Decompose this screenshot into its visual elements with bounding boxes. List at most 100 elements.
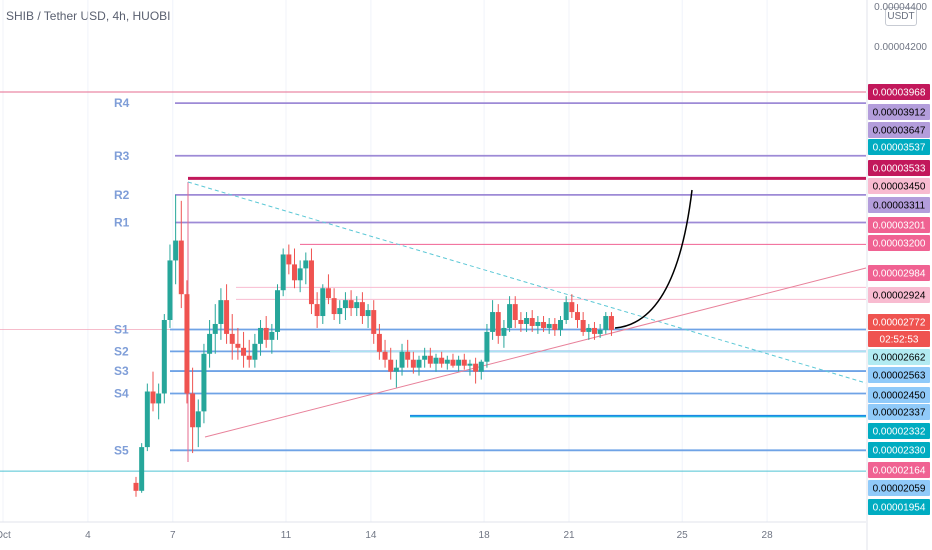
candle-body bbox=[150, 391, 156, 404]
price-tag-label: 0.00003533 bbox=[873, 164, 926, 175]
level-label-r2: R2 bbox=[114, 188, 130, 202]
candle-body bbox=[308, 260, 314, 305]
price-tag-box bbox=[868, 122, 930, 138]
candle-body bbox=[229, 333, 235, 344]
candle-body bbox=[608, 316, 614, 330]
x-tick-label: 4 bbox=[85, 530, 91, 541]
price-tag-label: 0.00002330 bbox=[873, 446, 926, 457]
candle-body bbox=[490, 312, 496, 332]
price-tag-box bbox=[868, 367, 930, 383]
candle-body bbox=[178, 240, 184, 295]
price-tag-box bbox=[868, 217, 930, 233]
price-tag-box bbox=[868, 499, 930, 515]
x-tick-label: 21 bbox=[563, 530, 575, 541]
candle-body bbox=[569, 302, 575, 313]
price-tag-label: 0.00003311 bbox=[873, 201, 926, 212]
level-labels: R4 R3 R2 R1 S1 S2 S3 S4 S5 bbox=[114, 96, 130, 457]
candle-body bbox=[467, 363, 473, 366]
candle-body bbox=[558, 320, 564, 330]
candle-body bbox=[546, 323, 552, 328]
candle-body bbox=[167, 260, 173, 321]
candle-body bbox=[337, 308, 343, 315]
candle-body bbox=[348, 300, 354, 309]
level-label-s1: S1 bbox=[114, 323, 129, 337]
x-tick-label: 14 bbox=[365, 530, 377, 541]
candle-body bbox=[439, 357, 445, 364]
price-tag-box bbox=[868, 265, 930, 281]
candle-body bbox=[495, 312, 501, 336]
candle-body bbox=[444, 359, 450, 364]
price-tag-box bbox=[868, 287, 930, 303]
price-tag-box bbox=[868, 197, 930, 213]
price-tag-label: 0.00002450 bbox=[873, 391, 926, 402]
level-label-r4: R4 bbox=[114, 96, 130, 110]
candle-body bbox=[484, 331, 490, 362]
candle-body bbox=[552, 323, 558, 330]
x-axis: Oct 4 7 11 14 18 21 25 28 bbox=[0, 521, 866, 541]
level-label-r3: R3 bbox=[114, 149, 130, 163]
candle-body bbox=[218, 300, 224, 324]
candle-body bbox=[235, 343, 241, 348]
candle-body bbox=[371, 310, 377, 334]
price-tag-label: 0.00002059 bbox=[873, 484, 926, 495]
candle-body bbox=[241, 347, 247, 356]
candle-body bbox=[518, 320, 524, 324]
price-tag-box bbox=[868, 139, 930, 155]
candle-body bbox=[297, 268, 303, 281]
x-tick-label: 28 bbox=[762, 530, 774, 541]
price-tag-label: 0.00002164 bbox=[873, 466, 926, 477]
candle-body bbox=[359, 302, 365, 317]
candle-body bbox=[433, 357, 439, 364]
candle-body bbox=[416, 359, 422, 368]
candle-body bbox=[258, 327, 264, 344]
candle-body bbox=[184, 294, 190, 394]
candle-body bbox=[388, 359, 394, 372]
price-tag-label: 0.00002984 bbox=[873, 269, 926, 280]
candle-body bbox=[529, 318, 535, 326]
candle-body bbox=[586, 327, 592, 332]
price-tag-label: 0.00003537 bbox=[873, 143, 926, 154]
level-label-r1: R1 bbox=[114, 215, 130, 229]
candle-body bbox=[303, 260, 309, 269]
currency-unit-badge[interactable]: USDT bbox=[885, 7, 917, 26]
candle-body bbox=[376, 333, 382, 352]
candle-body bbox=[252, 343, 258, 360]
price-tag-label: 0.00002332 bbox=[873, 427, 926, 438]
price-tag-label: 0.00002772 bbox=[873, 318, 926, 329]
price-tag-label: 0.00003450 bbox=[873, 182, 926, 193]
y-tick-label: 0.00004400 bbox=[874, 2, 927, 13]
candle-body bbox=[144, 391, 150, 448]
candle-body bbox=[574, 312, 580, 321]
candle-body bbox=[591, 327, 597, 334]
price-tag-box bbox=[868, 104, 930, 120]
x-tick-label: 25 bbox=[677, 530, 689, 541]
price-tag-label: 0.00002924 bbox=[873, 291, 926, 302]
candle-body bbox=[597, 329, 603, 334]
ascending-trendline bbox=[204, 267, 867, 438]
candle-body bbox=[382, 351, 388, 360]
price-tag-box bbox=[868, 404, 930, 420]
candle-body bbox=[190, 393, 196, 428]
price-tag-box bbox=[868, 480, 930, 496]
horizontal-levels bbox=[0, 91, 866, 472]
x-tick-label: 11 bbox=[281, 530, 292, 541]
y-axis: 0.00004400 0.00004200 bbox=[866, 0, 927, 550]
price-tag-box bbox=[868, 235, 930, 251]
candle-body bbox=[422, 355, 428, 360]
candle-body bbox=[507, 304, 513, 328]
candle-body bbox=[535, 321, 541, 326]
candle-body bbox=[410, 359, 416, 368]
candle-body bbox=[139, 447, 145, 491]
candle-body bbox=[320, 288, 326, 317]
candle-body bbox=[133, 482, 139, 491]
candle-body bbox=[212, 323, 218, 334]
level-label-s5: S5 bbox=[114, 443, 129, 457]
y-tick-label: 0.00004200 bbox=[874, 42, 927, 53]
price-tag-label: 0.00003200 bbox=[873, 239, 926, 250]
candle-body bbox=[478, 361, 484, 372]
candle-body bbox=[314, 304, 320, 317]
chart-grid bbox=[2, 0, 768, 522]
price-tag-box bbox=[868, 442, 930, 458]
candle-body bbox=[456, 359, 462, 366]
